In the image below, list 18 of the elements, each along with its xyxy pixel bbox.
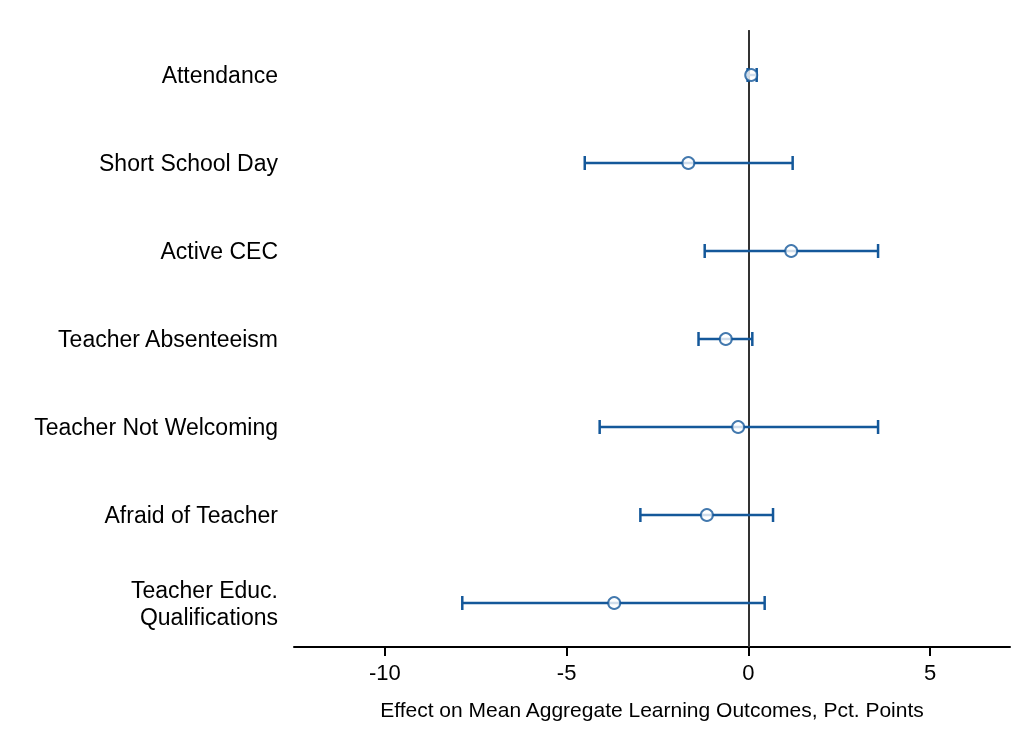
point bbox=[718, 332, 733, 346]
y-tick-label: Teacher Absenteeism bbox=[58, 326, 278, 352]
y-tick-label: Attendance bbox=[161, 62, 278, 88]
y-tick-label: Teacher Educ. Qualifications bbox=[130, 576, 278, 630]
x-tick-label: -10 bbox=[368, 659, 401, 685]
point bbox=[699, 508, 714, 522]
point bbox=[784, 244, 799, 258]
point bbox=[607, 596, 622, 610]
x-tick-label: 5 bbox=[923, 659, 937, 685]
y-tick-label: Afraid of Teacher bbox=[104, 502, 279, 528]
y-tick-label: Active CEC bbox=[160, 238, 278, 264]
y-tick-label: Short School Day bbox=[99, 150, 279, 176]
y-tick-label: Teacher Not Welcoming bbox=[34, 414, 278, 440]
x-axis-title: Effect on Mean Aggregate Learning Outcomes, Pct. Points bbox=[380, 698, 924, 721]
x-tick-label: -5 bbox=[556, 659, 577, 685]
x-tick-label: 0 bbox=[742, 659, 755, 685]
point bbox=[731, 420, 746, 434]
point bbox=[681, 156, 696, 170]
